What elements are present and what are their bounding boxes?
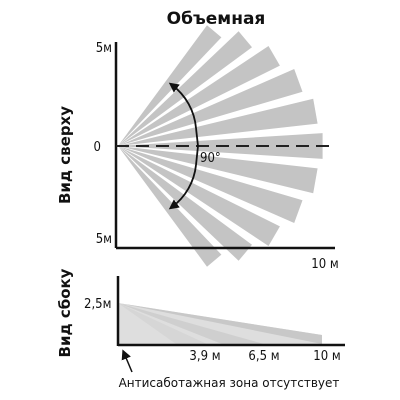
y-top-label: 5м (96, 41, 112, 56)
detection-beam (118, 146, 280, 246)
detection-beam (118, 98, 318, 146)
distance-label-3: 10 м (313, 349, 340, 364)
detection-beam (118, 146, 252, 261)
top-view-panel: 90° 5м 0 5м 10 м Вид сверху (56, 25, 339, 272)
detection-beam (118, 146, 318, 194)
height-label: 2,5м (84, 297, 111, 312)
side-beam-mid (118, 303, 264, 344)
side-view-label: Вид сбоку (56, 268, 74, 357)
diagram-title: Объемная (167, 9, 266, 29)
detection-beam (118, 31, 252, 147)
angle-arc-up (168, 82, 197, 129)
distance-label-2: 6,5 м (248, 349, 279, 364)
y-bottom-label: 5м (96, 232, 112, 247)
distance-label-1: 3,9 м (189, 349, 220, 364)
angle-arc-mid (195, 127, 199, 166)
side-beam-far-core (118, 303, 322, 344)
top-view-label: Вид сверху (56, 106, 74, 204)
detection-beam (118, 146, 303, 223)
detection-beam (118, 69, 303, 146)
angle-arc-down (168, 164, 197, 210)
y-mid-label: 0 (94, 140, 101, 155)
anti-tamper-caption: Антисаботажная зона отсутствует (119, 376, 340, 390)
anti-tamper-arrow (121, 349, 133, 373)
side-view-panel: 2,5м 3,9 м 6,5 м 10 м Антисаботажная зон… (56, 268, 345, 390)
angle-label: 90° (200, 151, 221, 166)
side-beam-near (118, 303, 207, 344)
x-end-label: 10 м (311, 257, 338, 272)
detection-beam (118, 46, 280, 146)
